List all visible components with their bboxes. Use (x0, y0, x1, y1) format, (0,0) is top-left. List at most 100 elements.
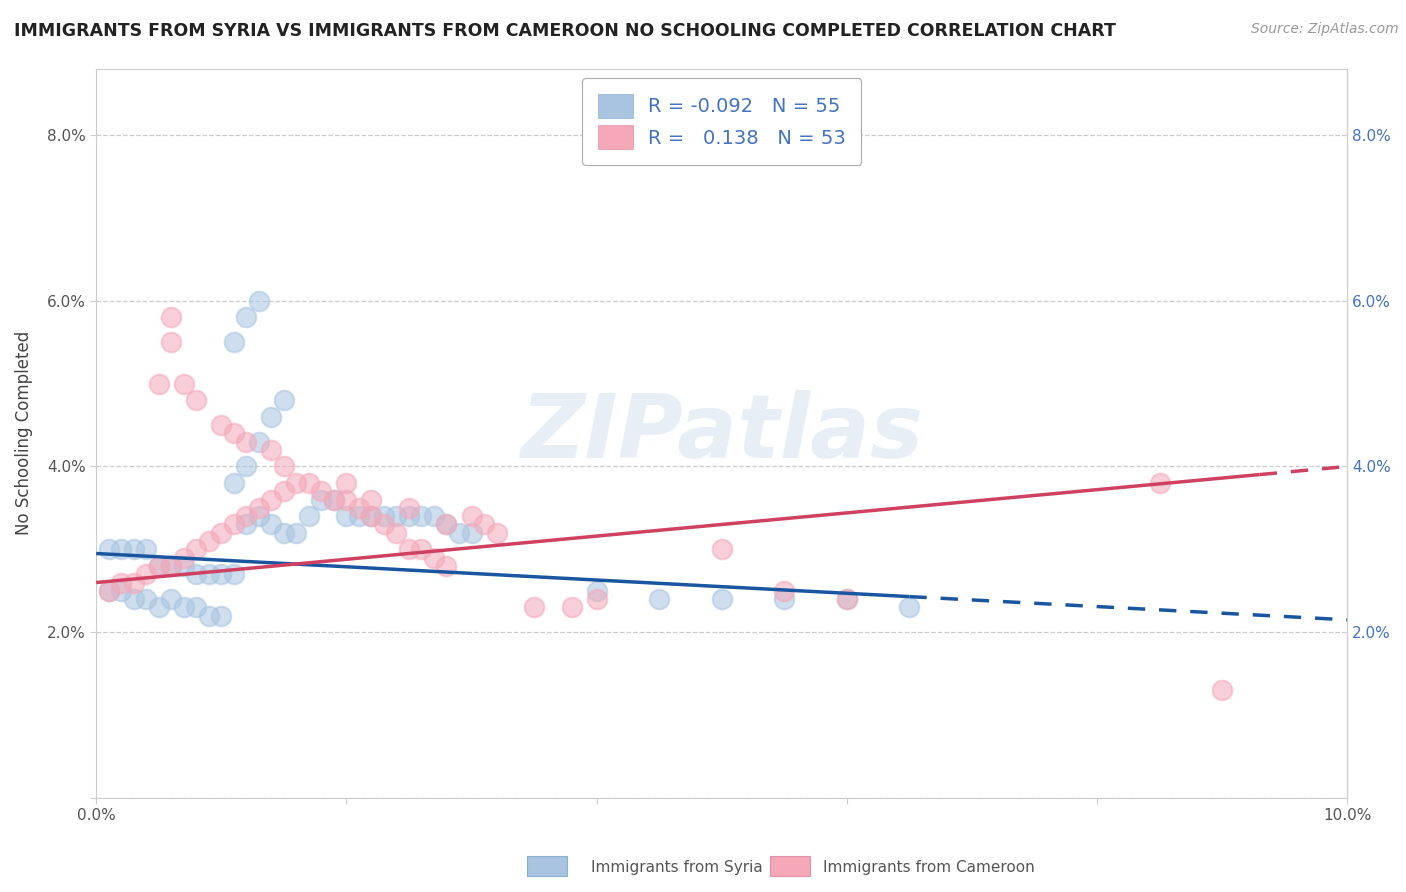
Point (335, 476, 357, 491)
Point (273, 393, 295, 408)
Point (235, 434, 257, 449)
Point (173, 550, 195, 565)
Point (135, 592, 157, 607)
Y-axis label: No Schooling Completed: No Schooling Completed (15, 331, 32, 535)
Point (835, 592, 858, 607)
Text: IMMIGRANTS FROM SYRIA VS IMMIGRANTS FROM CAMEROON NO SCHOOLING COMPLETED CORRELA: IMMIGRANTS FROM SYRIA VS IMMIGRANTS FROM… (14, 22, 1116, 40)
Point (173, 600, 195, 615)
Point (209, 417, 232, 432)
Point (360, 492, 382, 507)
Point (347, 500, 370, 515)
Point (1211, 683, 1233, 698)
Point (160, 558, 183, 573)
Legend: R = -0.092   N = 55, R =   0.138   N = 53: R = -0.092 N = 55, R = 0.138 N = 53 (582, 78, 862, 165)
Point (398, 500, 420, 515)
Point (186, 600, 208, 615)
Point (485, 525, 508, 540)
Point (148, 558, 170, 573)
Point (209, 525, 232, 540)
Point (235, 459, 257, 474)
Point (122, 592, 145, 607)
Point (322, 492, 344, 507)
Point (247, 509, 270, 524)
Point (222, 426, 245, 441)
Point (260, 442, 283, 457)
Point (898, 600, 921, 615)
Point (148, 558, 170, 573)
Point (472, 517, 495, 532)
Point (447, 525, 470, 540)
Point (160, 335, 183, 350)
Point (335, 492, 357, 507)
Point (197, 567, 219, 582)
Point (311, 492, 333, 507)
Point (360, 509, 382, 524)
Point (260, 517, 283, 532)
Point (285, 476, 308, 491)
Point (148, 376, 170, 391)
Point (97, 583, 120, 598)
Point (160, 592, 183, 607)
Point (273, 525, 295, 540)
Point (1149, 476, 1171, 491)
Point (835, 592, 858, 607)
Point (110, 583, 132, 598)
Point (135, 567, 157, 582)
Point (311, 484, 333, 499)
Point (260, 492, 283, 507)
Point (235, 310, 257, 325)
Point (561, 600, 583, 615)
Point (209, 608, 232, 623)
Point (135, 542, 157, 557)
Point (710, 592, 733, 607)
Point (173, 376, 195, 391)
Point (460, 509, 482, 524)
Point (260, 409, 283, 424)
Point (247, 434, 270, 449)
Point (436, 558, 458, 573)
Point (222, 567, 245, 582)
Point (298, 476, 321, 491)
Text: ZIPatlas: ZIPatlas (520, 390, 924, 477)
Point (773, 592, 796, 607)
Text: Immigrants from Syria: Immigrants from Syria (591, 860, 762, 874)
Point (585, 583, 607, 598)
Point (398, 542, 420, 557)
Point (385, 509, 408, 524)
Point (122, 542, 145, 557)
Point (411, 542, 433, 557)
Point (122, 575, 145, 590)
Point (197, 534, 219, 549)
Point (523, 600, 546, 615)
Point (247, 500, 270, 515)
Point (423, 509, 446, 524)
Point (273, 459, 295, 474)
Point (648, 592, 671, 607)
Text: Immigrants from Cameroon: Immigrants from Cameroon (823, 860, 1035, 874)
Point (360, 509, 382, 524)
Point (298, 509, 321, 524)
Point (186, 567, 208, 582)
Point (186, 393, 208, 408)
Point (235, 509, 257, 524)
Point (197, 608, 219, 623)
Point (436, 517, 458, 532)
Point (773, 583, 796, 598)
Point (160, 558, 183, 573)
Point (398, 509, 420, 524)
Point (710, 542, 733, 557)
Point (273, 484, 295, 499)
Point (148, 600, 170, 615)
Point (385, 525, 408, 540)
Point (160, 310, 183, 325)
Point (247, 293, 270, 308)
Point (322, 492, 344, 507)
Point (222, 476, 245, 491)
Point (235, 517, 257, 532)
Point (97, 583, 120, 598)
Point (423, 550, 446, 565)
Point (110, 542, 132, 557)
Point (411, 509, 433, 524)
Point (186, 542, 208, 557)
Point (436, 517, 458, 532)
